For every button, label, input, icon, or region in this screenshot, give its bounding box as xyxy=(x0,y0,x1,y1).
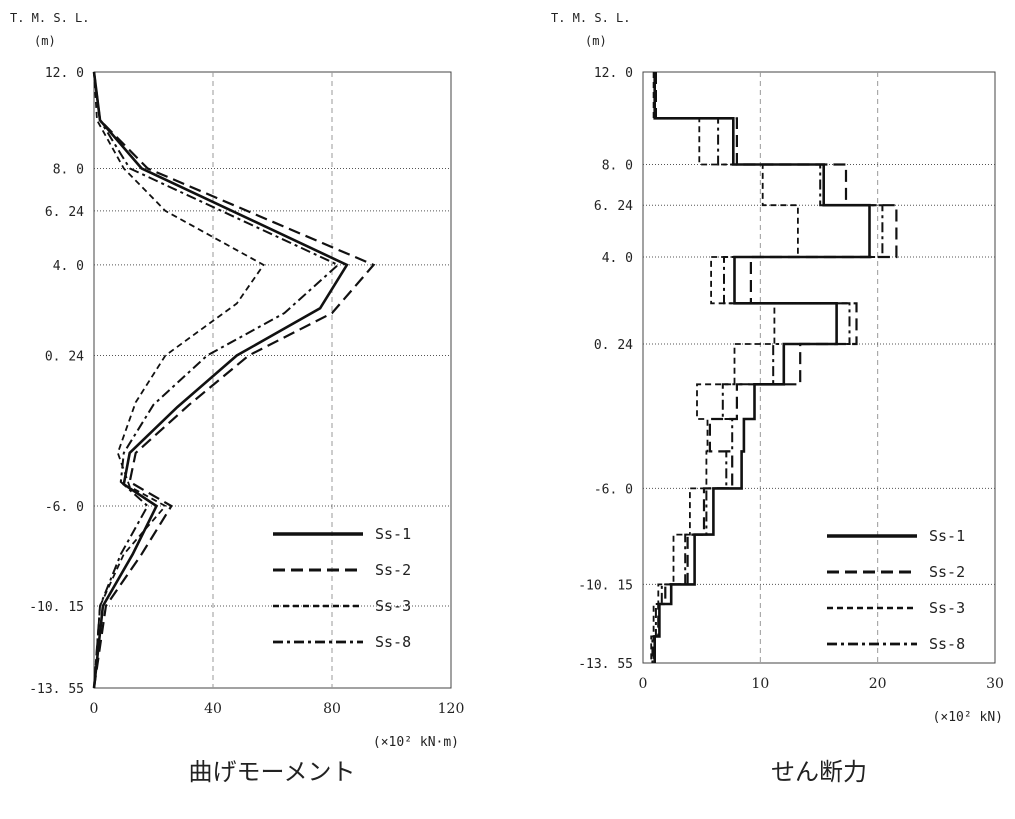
y-tick-label: 6. 24 xyxy=(594,199,633,214)
y-axis-unit: (m) xyxy=(34,34,56,48)
series-line-ss-1 xyxy=(653,72,871,663)
chart-title: 曲げモーメント xyxy=(188,758,355,786)
y-tick-label: 12. 0 xyxy=(594,66,633,81)
chart-panel-2 xyxy=(642,71,996,664)
y-tick-label: 12. 0 xyxy=(45,66,84,81)
x-tick-label: 30 xyxy=(986,676,1004,692)
legend-label: Ss-3 xyxy=(929,599,965,617)
y-tick-label: 8. 0 xyxy=(53,162,84,177)
y-axis-unit: (m) xyxy=(585,34,607,48)
y-tick-label: -6. 0 xyxy=(45,500,84,515)
series-line-ss-3 xyxy=(93,71,265,689)
chart-title: せん断力 xyxy=(771,758,867,786)
plot-frame xyxy=(93,71,452,689)
series-line-ss-8 xyxy=(651,72,884,663)
legend-label: Ss-2 xyxy=(929,563,965,581)
legend-label: Ss-3 xyxy=(375,597,411,615)
x-tick-label: 10 xyxy=(751,676,769,692)
x-tick-label: 120 xyxy=(438,701,465,717)
x-axis-unit: (×10² kN) xyxy=(933,710,1003,725)
x-axis-unit: (×10² kN·m) xyxy=(373,735,459,750)
y-tick-label: -10. 15 xyxy=(578,578,633,593)
legend-label: Ss-8 xyxy=(929,635,965,653)
x-tick-label: 20 xyxy=(869,676,887,692)
series-line-ss-2 xyxy=(652,72,898,663)
series-line-ss-3 xyxy=(650,72,799,663)
y-tick-label: -10. 15 xyxy=(29,600,84,615)
y-tick-label: 6. 24 xyxy=(45,205,84,220)
series-line-ss-1 xyxy=(92,71,349,689)
y-tick-label: 8. 0 xyxy=(602,159,633,174)
legend-label: Ss-2 xyxy=(375,561,411,579)
x-tick-label: 40 xyxy=(204,701,222,717)
y-tick-label: 0. 24 xyxy=(45,350,84,365)
series-line-ss-2 xyxy=(92,71,376,689)
y-axis-label: T. M. S. L. xyxy=(10,11,89,25)
y-tick-label: -13. 55 xyxy=(578,657,633,672)
chart-panel-1 xyxy=(92,71,452,689)
y-tick-label: 4. 0 xyxy=(53,259,84,274)
x-tick-label: 0 xyxy=(90,701,99,717)
legend-label: Ss-1 xyxy=(375,525,411,543)
legend-label: Ss-1 xyxy=(929,527,965,545)
y-tick-label: 0. 24 xyxy=(594,338,633,353)
legend-label: Ss-8 xyxy=(375,633,411,651)
y-axis-label: T. M. S. L. xyxy=(551,11,630,25)
plot-frame xyxy=(642,71,996,664)
x-tick-label: 80 xyxy=(323,701,341,717)
x-tick-label: 0 xyxy=(639,676,648,692)
series-line-ss-8 xyxy=(93,71,340,689)
y-tick-label: -13. 55 xyxy=(29,682,84,697)
y-tick-label: 4. 0 xyxy=(602,251,633,266)
y-tick-label: -6. 0 xyxy=(594,482,633,497)
